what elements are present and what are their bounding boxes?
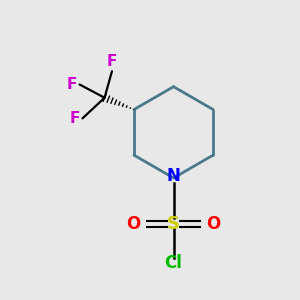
Text: F: F — [67, 77, 77, 92]
Text: N: N — [167, 167, 181, 185]
Text: O: O — [127, 214, 141, 232]
Text: Cl: Cl — [165, 254, 182, 272]
Text: S: S — [167, 214, 180, 232]
Text: O: O — [206, 214, 220, 232]
Text: F: F — [107, 54, 117, 69]
Text: F: F — [70, 111, 80, 126]
